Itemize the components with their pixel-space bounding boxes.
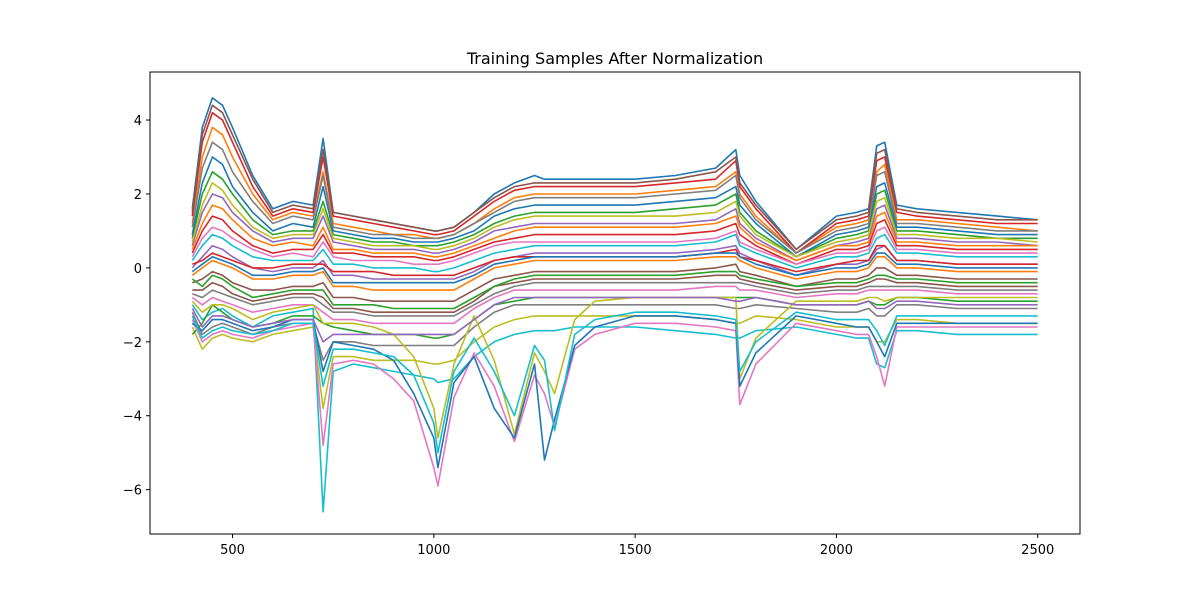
series-line-17 bbox=[191, 319, 1038, 487]
y-tick-label: −4 bbox=[123, 410, 142, 425]
series-line-15 bbox=[191, 193, 1038, 262]
series-line-14 bbox=[191, 111, 1038, 254]
series-line-4 bbox=[191, 215, 1038, 265]
series-line-19 bbox=[191, 296, 1038, 439]
y-tick-label: 2 bbox=[134, 188, 142, 203]
series-line-6 bbox=[192, 263, 1038, 302]
series-line-31 bbox=[191, 252, 1038, 284]
series-line-30 bbox=[191, 311, 1038, 454]
series-line-29 bbox=[191, 182, 1038, 258]
y-tick-label: −6 bbox=[123, 484, 142, 499]
series-layer bbox=[191, 97, 1038, 513]
series-line-25 bbox=[191, 296, 1038, 343]
series-line-20 bbox=[191, 233, 1038, 273]
series-line-28 bbox=[192, 281, 1038, 317]
plot-frame bbox=[149, 71, 1081, 535]
y-tick-label: 0 bbox=[134, 262, 142, 277]
series-line-12 bbox=[191, 256, 1038, 291]
series-line-7 bbox=[191, 285, 1038, 325]
y-axis: −6 −4 −2 0 2 4 bbox=[123, 114, 150, 499]
series-line-10 bbox=[191, 304, 1038, 513]
series-line-26 bbox=[191, 104, 1038, 251]
series-line-23 bbox=[191, 270, 1038, 310]
y-tick-label: 4 bbox=[134, 114, 142, 129]
x-tick-label: 2000 bbox=[820, 543, 853, 558]
x-tick-label: 1000 bbox=[417, 543, 450, 558]
series-line-27 bbox=[191, 226, 1038, 265]
series-line-18 bbox=[191, 141, 1038, 254]
chart-title: Training Samples After Normalization bbox=[466, 49, 763, 68]
x-axis: 500 1000 1500 2000 2500 bbox=[220, 534, 1054, 558]
y-tick-label: −2 bbox=[123, 336, 142, 351]
series-line-11 bbox=[191, 156, 1038, 258]
x-tick-label: 1500 bbox=[619, 543, 652, 558]
x-tick-label: 500 bbox=[220, 543, 245, 558]
x-tick-label: 2500 bbox=[1021, 543, 1054, 558]
series-line-3 bbox=[191, 171, 1038, 258]
series-line-22 bbox=[191, 204, 1038, 262]
series-line-16 bbox=[192, 274, 1038, 313]
